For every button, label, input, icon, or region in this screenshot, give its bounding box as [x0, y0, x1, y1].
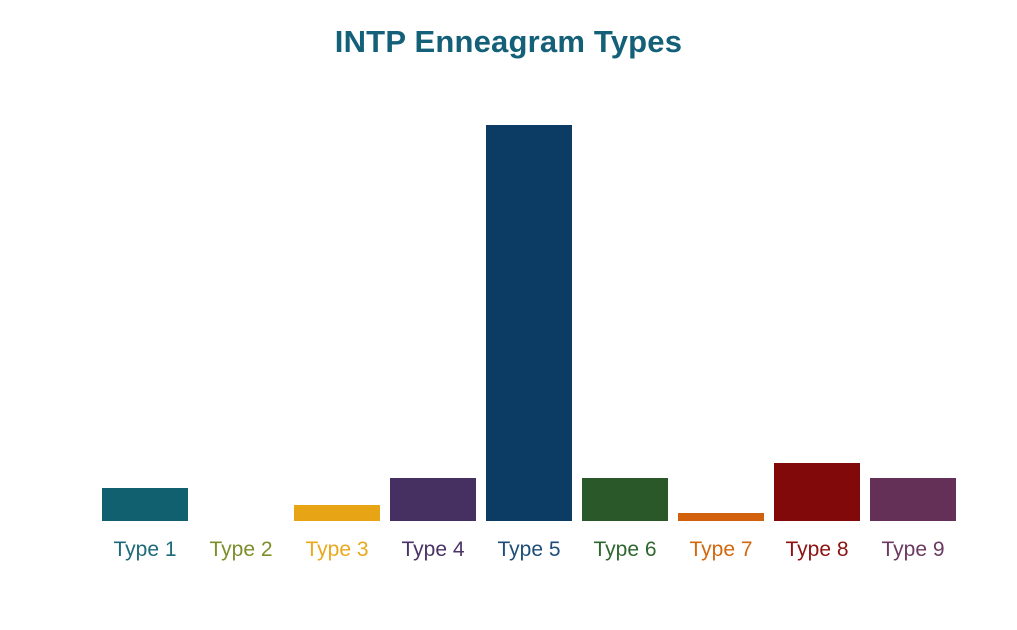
category-label-type-9: Type 9: [881, 538, 945, 561]
bar-column-type-2: [198, 125, 284, 521]
bar-column-type-1: [102, 125, 188, 521]
bar-column-type-6: [582, 125, 668, 521]
category-label-type-5: Type 5: [497, 538, 561, 561]
bar-type-1: [102, 488, 188, 521]
bar-type-5: [486, 125, 572, 521]
category-label-type-6: Type 6: [593, 538, 657, 561]
bar-column-type-9: [870, 125, 956, 521]
bar-column-type-3: [294, 125, 380, 521]
bar-column-type-4: [390, 125, 476, 521]
bar-type-3: [294, 505, 380, 521]
bar-column-type-7: [678, 125, 764, 521]
category-label-type-3: Type 3: [305, 538, 369, 561]
bar-type-9: [870, 478, 956, 521]
category-label-type-4: Type 4: [401, 538, 465, 561]
category-labels: Type 1 Type 2 Type 3 Type 4 Type 5 Type 6 Type…: [102, 538, 956, 562]
category-label-type-8: Type 8: [785, 538, 849, 561]
category-label-type-7: Type 7: [689, 538, 753, 561]
category-label-type-2: Type 2: [209, 538, 273, 561]
chart-title: INTP Enneagram Types: [334, 24, 683, 59]
bar-column-type-8: [774, 125, 860, 521]
bar-type-8: [774, 463, 860, 521]
bar-type-4: [390, 478, 476, 521]
bar-type-7: [678, 513, 764, 521]
bar-column-type-5: [486, 125, 572, 521]
bar-type-6: [582, 478, 668, 521]
category-label-type-1: Type 1: [113, 538, 177, 561]
bar-plot: [102, 125, 956, 521]
